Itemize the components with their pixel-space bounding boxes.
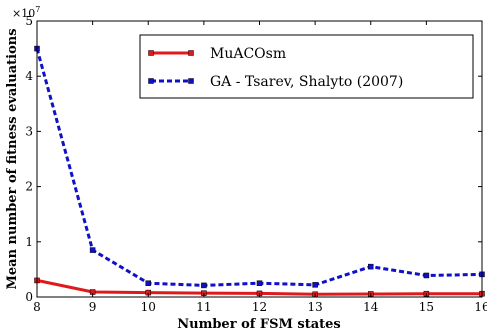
x-tick-label: 10 xyxy=(141,300,156,314)
y-tick-label: 1 xyxy=(25,235,33,249)
y-axis-label: Mean number of fitness evaluations xyxy=(5,28,20,289)
x-axis-label: Number of FSM states xyxy=(177,317,341,331)
x-tick-label: 15 xyxy=(419,300,434,314)
series-1-point xyxy=(368,263,374,270)
legend: MuACOsm GA - Tsarev, Shalyto (2007) xyxy=(139,34,474,99)
y-tick-label: 2 xyxy=(25,180,33,194)
x-tick-label: 12 xyxy=(252,300,267,314)
y-tick-label: 4 xyxy=(25,69,33,83)
legend-marker xyxy=(148,78,154,84)
series-1-point xyxy=(89,247,96,253)
y-tick-label: 5 xyxy=(25,14,33,28)
y-tick-label: 0 xyxy=(25,290,33,304)
legend-label-1: GA - Tsarev, Shalyto (2007) xyxy=(210,74,403,90)
series-1-point xyxy=(312,282,318,288)
y-multiplier-base: ×10 xyxy=(12,7,35,20)
series-1-point xyxy=(145,280,151,286)
x-tick-label: 11 xyxy=(196,300,211,314)
x-tick-label: 8 xyxy=(33,300,41,314)
x-tick-label: 14 xyxy=(363,300,379,314)
series-1-point xyxy=(423,272,430,279)
series-1-point xyxy=(256,280,263,286)
x-tick-label: 16 xyxy=(474,300,487,314)
legend-marker xyxy=(188,78,194,84)
series-1-point xyxy=(201,282,207,289)
x-tick-label: 9 xyxy=(89,300,97,314)
y-multiplier-exp: 7 xyxy=(35,5,40,14)
y-tick-label: 3 xyxy=(25,124,33,138)
legend-marker xyxy=(188,50,194,56)
legend-label-0: MuACOsm xyxy=(210,46,286,62)
legend-box xyxy=(139,34,474,99)
y-multiplier: ×107 xyxy=(12,5,40,20)
legend-marker xyxy=(148,50,154,56)
x-tick-label: 13 xyxy=(307,300,322,314)
